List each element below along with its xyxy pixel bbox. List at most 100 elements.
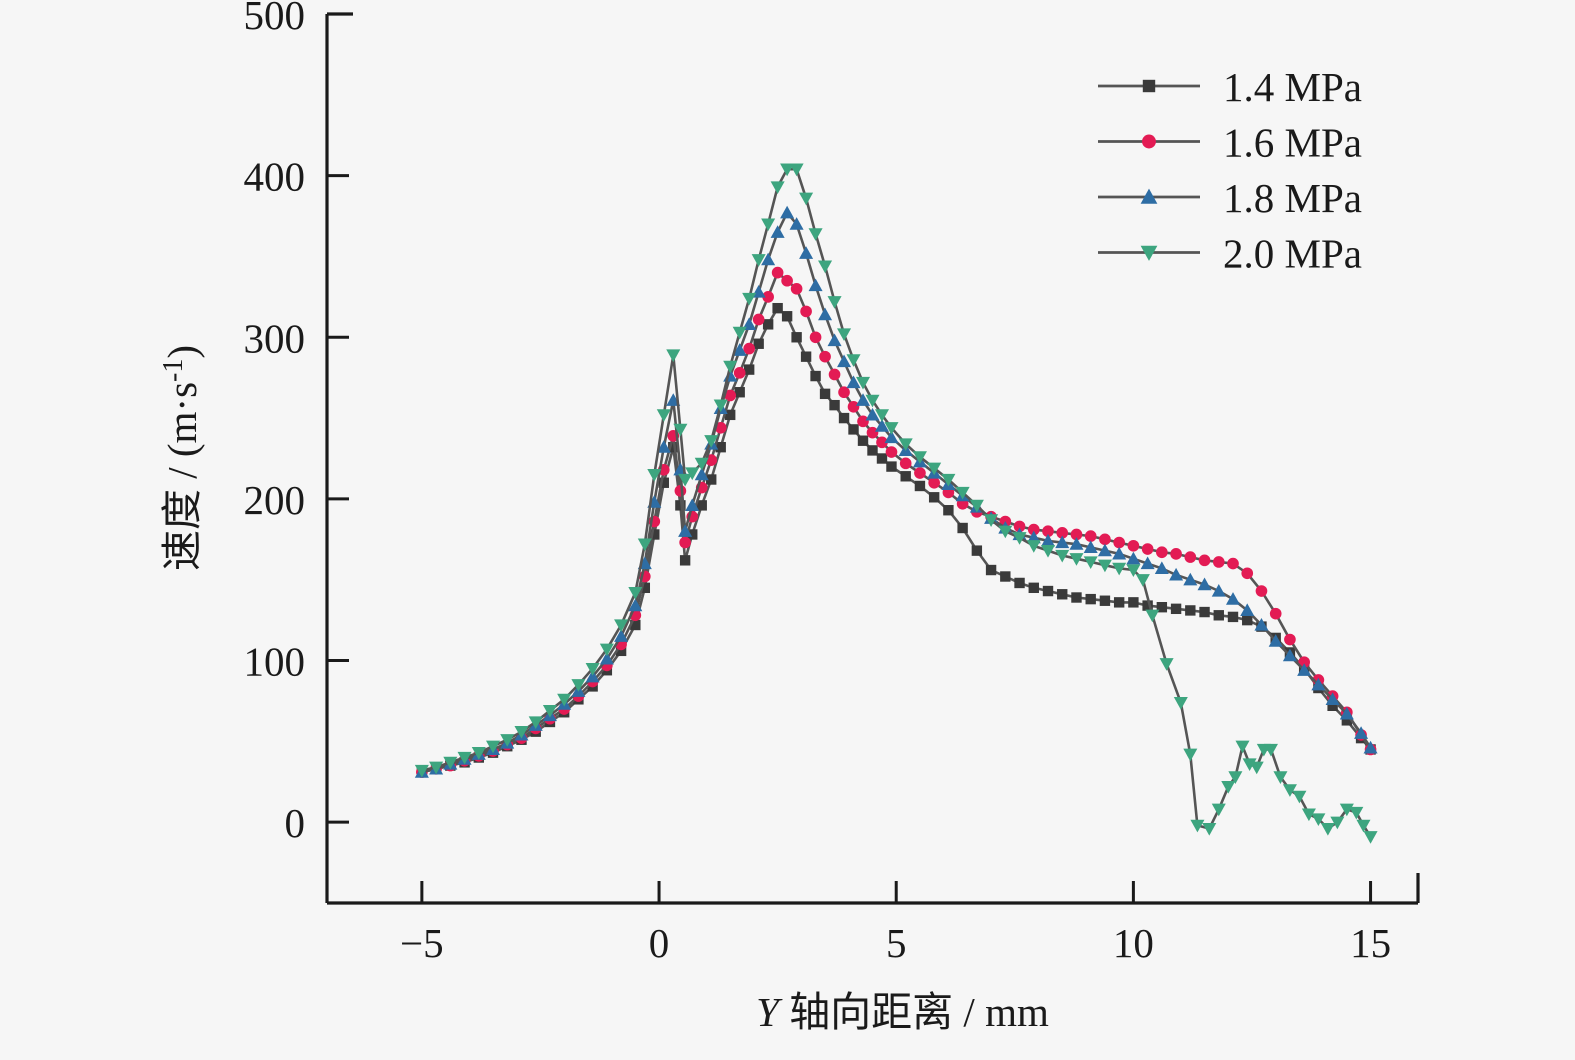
data-point-marker [789, 217, 804, 230]
data-point-marker [429, 761, 444, 775]
data-point-marker [1126, 564, 1141, 578]
data-point-marker [1099, 595, 1111, 606]
data-point-marker [818, 260, 833, 274]
data-point-marker [884, 422, 899, 435]
data-point-marker [1292, 790, 1307, 804]
legend-item-1-4-mpa[interactable]: 1.4 MPa [1098, 64, 1362, 110]
data-point-marker [819, 388, 831, 400]
data-point-marker [675, 500, 686, 511]
legend-item-1-8-mpa[interactable]: 1.8 MPa [1098, 175, 1362, 221]
data-point-marker [1056, 527, 1069, 539]
data-point-marker [614, 629, 629, 642]
data-point-marker [457, 751, 472, 765]
data-point-marker [1083, 556, 1098, 569]
legend-label: 2.0 MPa [1223, 231, 1362, 277]
data-point-marker [751, 254, 766, 267]
data-point-marker [1268, 634, 1283, 647]
data-point-marker [734, 387, 745, 398]
data-point-marker [1135, 574, 1150, 587]
data-point-marker [819, 350, 831, 363]
data-point-marker [1255, 585, 1268, 597]
data-point-marker [1301, 808, 1316, 822]
data-point-marker [985, 564, 997, 576]
data-point-marker [1026, 530, 1041, 544]
data-point-marker [772, 302, 783, 314]
legend-item-2-0-mpa[interactable]: 2.0 MPa [1098, 231, 1362, 277]
legend-item-1-6-mpa[interactable]: 1.6 MPa [1098, 120, 1362, 166]
data-point-marker [828, 368, 841, 381]
data-point-marker [848, 424, 859, 435]
y-tick-label: 500 [244, 0, 306, 38]
data-point-marker [656, 409, 671, 422]
data-point-marker [898, 438, 913, 451]
data-point-marker [1159, 658, 1174, 671]
data-point-marker [1097, 559, 1112, 573]
data-point-marker [1113, 536, 1125, 549]
data-point-marker [614, 619, 629, 633]
data-point-marker [678, 524, 693, 537]
data-point-marker [1225, 592, 1241, 605]
data-point-marker [1325, 692, 1340, 705]
data-point-marker [1199, 606, 1210, 618]
data-point-marker [542, 705, 557, 718]
data-point-marker [900, 471, 911, 482]
data-point-marker [674, 485, 687, 497]
data-point-marker [855, 376, 871, 390]
y-axis-title-close: ) [159, 345, 205, 359]
x-tick-label: 5 [886, 920, 907, 966]
data-point-marker [770, 225, 785, 238]
data-point-marker [1273, 771, 1288, 784]
data-point-marker [865, 394, 880, 408]
data-point-marker [628, 598, 643, 612]
data-point-marker [1183, 748, 1198, 762]
legend-label: 1.4 MPa [1223, 64, 1362, 110]
data-point-marker [1235, 740, 1250, 754]
data-point-marker [1071, 592, 1082, 603]
data-point-marker [1126, 551, 1141, 565]
y-axis-title-text: 速度 / (m·s [159, 382, 205, 571]
data-point-marker [1190, 819, 1205, 833]
data-point-marker [1028, 582, 1039, 594]
series-1-8-mpa [414, 205, 1378, 778]
y-axis-title-exponent: -1 [158, 359, 189, 382]
data-point-marker [679, 555, 691, 566]
data-point-marker [1227, 611, 1239, 623]
x-axis-title-text: 轴向距离 / mm [779, 989, 1049, 1035]
data-point-marker [696, 500, 707, 511]
data-point-marker [1327, 700, 1338, 712]
data-point-marker [1057, 589, 1068, 600]
data-point-marker [1055, 535, 1070, 549]
data-point-marker [884, 430, 899, 444]
y-tick-label: 300 [244, 315, 306, 361]
data-point-marker [752, 313, 765, 326]
data-point-marker [1127, 539, 1140, 552]
data-point-marker [1213, 610, 1224, 621]
data-point-marker [771, 266, 784, 279]
chart-legend[interactable]: 1.4 MPa 1.6 MPa 1.8 MPa 2.0 MPa [1098, 64, 1362, 277]
data-point-marker [706, 474, 717, 485]
data-point-marker [1141, 543, 1154, 555]
data-point-marker [866, 426, 879, 439]
data-point-marker [1112, 546, 1127, 560]
data-point-marker [1330, 816, 1345, 830]
data-point-marker [1012, 532, 1027, 545]
data-point-marker [1097, 543, 1112, 557]
data-point-marker [1311, 813, 1326, 826]
data-point-marker [1142, 79, 1156, 93]
data-point-marker [557, 693, 572, 707]
data-point-marker [957, 522, 968, 534]
data-point-marker [1185, 605, 1196, 616]
data-point-marker [971, 545, 983, 556]
data-point-marker [1227, 557, 1239, 570]
data-point-marker [761, 218, 776, 232]
data-point-marker [1026, 540, 1041, 553]
data-point-marker [1170, 603, 1182, 615]
data-point-marker [800, 351, 812, 362]
data-point-marker [1069, 537, 1084, 550]
data-point-marker [443, 756, 458, 770]
data-point-marker [1341, 715, 1353, 726]
data-point-marker [1249, 761, 1264, 775]
data-point-marker [599, 643, 614, 657]
data-point-marker [827, 296, 842, 309]
data-point-marker [658, 477, 669, 488]
